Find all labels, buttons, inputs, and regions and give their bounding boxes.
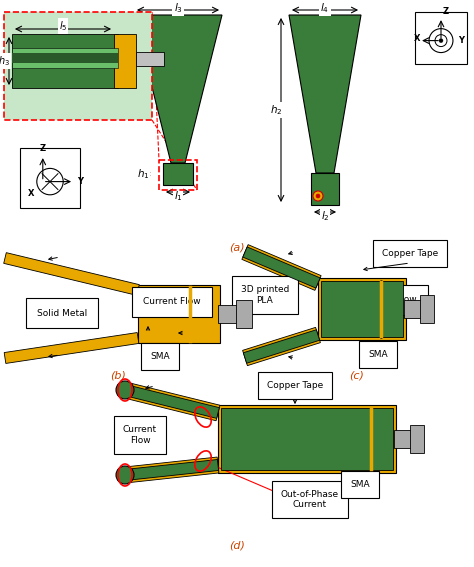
- Text: Current Flow: Current Flow: [359, 295, 417, 304]
- Bar: [420, 295, 434, 323]
- Circle shape: [429, 29, 453, 53]
- Text: X: X: [414, 33, 420, 43]
- Polygon shape: [242, 244, 321, 290]
- Bar: [404, 300, 424, 318]
- Polygon shape: [4, 333, 139, 363]
- Bar: [12, 53, 118, 63]
- Bar: [12, 34, 118, 88]
- Text: Y: Y: [458, 36, 464, 45]
- Bar: [415, 12, 467, 64]
- Text: Y: Y: [77, 177, 83, 186]
- Circle shape: [116, 381, 134, 399]
- Text: Copper Tape: Copper Tape: [382, 249, 438, 258]
- Circle shape: [313, 191, 323, 201]
- Polygon shape: [243, 247, 320, 288]
- Text: Current Flow: Current Flow: [143, 298, 201, 307]
- Bar: [4, 12, 152, 120]
- Text: 3D-printed
PLA: 3D-printed PLA: [246, 428, 294, 447]
- Text: (a): (a): [229, 242, 245, 252]
- Circle shape: [439, 39, 443, 43]
- Text: (b): (b): [110, 370, 126, 380]
- Polygon shape: [289, 15, 361, 173]
- Text: $h_3$: $h_3$: [0, 54, 10, 68]
- Bar: [20, 148, 80, 208]
- Circle shape: [37, 168, 63, 195]
- Text: X: X: [27, 189, 34, 198]
- Text: Copper Tape: Copper Tape: [267, 381, 323, 390]
- Text: $l_3$: $l_3$: [173, 1, 182, 15]
- Text: Current
Flow: Current Flow: [123, 425, 157, 445]
- Bar: [311, 173, 339, 205]
- Text: $l_5$: $l_5$: [59, 19, 67, 33]
- Bar: [221, 408, 393, 470]
- Text: SMA: SMA: [150, 352, 170, 361]
- Circle shape: [435, 35, 447, 46]
- Polygon shape: [243, 327, 320, 366]
- Text: Out-of-Phase
Current: Out-of-Phase Current: [281, 490, 339, 509]
- Bar: [321, 281, 403, 337]
- Bar: [318, 278, 406, 340]
- Bar: [159, 160, 197, 190]
- Polygon shape: [124, 384, 219, 418]
- Bar: [236, 300, 252, 328]
- Text: SMA: SMA: [350, 480, 370, 489]
- Text: Solid Metal: Solid Metal: [37, 308, 87, 318]
- Text: $l_2$: $l_2$: [320, 209, 329, 223]
- Bar: [138, 285, 220, 343]
- Bar: [190, 286, 192, 342]
- Polygon shape: [124, 457, 219, 483]
- Text: (c): (c): [349, 370, 365, 380]
- Text: $l_1$: $l_1$: [173, 189, 182, 203]
- Circle shape: [116, 466, 134, 484]
- Polygon shape: [123, 382, 220, 421]
- Polygon shape: [134, 15, 222, 163]
- Bar: [218, 405, 396, 473]
- Text: (d): (d): [229, 540, 245, 550]
- Text: $h_2$: $h_2$: [270, 103, 282, 117]
- Bar: [218, 305, 240, 323]
- Bar: [410, 425, 424, 453]
- Bar: [12, 48, 118, 68]
- Polygon shape: [124, 459, 219, 480]
- Text: Z: Z: [443, 7, 449, 16]
- Bar: [163, 163, 193, 185]
- Text: SMA: SMA: [368, 350, 388, 359]
- Text: $h_1$: $h_1$: [137, 167, 149, 181]
- Text: 3D printed
PLA: 3D printed PLA: [241, 285, 289, 304]
- Bar: [114, 34, 136, 88]
- Text: $l_4$: $l_4$: [320, 1, 329, 15]
- Circle shape: [316, 194, 320, 198]
- Bar: [136, 52, 164, 66]
- Polygon shape: [4, 253, 139, 295]
- Text: Z: Z: [40, 144, 46, 153]
- Polygon shape: [243, 330, 319, 363]
- Bar: [394, 430, 414, 448]
